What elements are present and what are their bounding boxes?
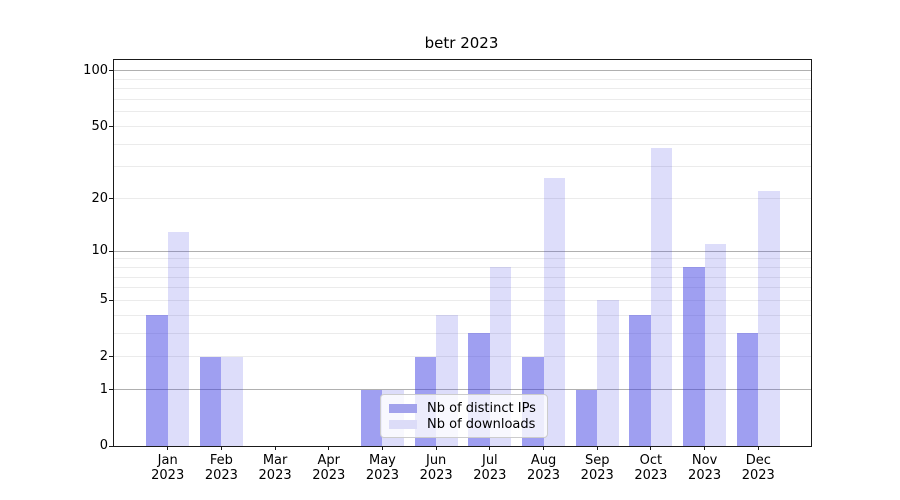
gridline-major-1	[114, 389, 811, 391]
x-axis-tick-label-aug: Aug 2023	[526, 453, 561, 483]
gridline-minor-3	[114, 332, 811, 334]
x-axis-tick-label-jun: Jun 2023	[419, 453, 453, 483]
y-axis-tick-label-5: 5	[99, 292, 108, 308]
y-tick-50	[109, 126, 113, 127]
gridline-minor-30	[114, 166, 811, 168]
y-axis-tick-label-100: 100	[83, 62, 108, 78]
y-tick-5	[109, 299, 113, 301]
gridline-major-100	[114, 70, 811, 72]
legend-label-downloads: Nb of downloads	[427, 416, 536, 432]
y-tick-0	[109, 445, 113, 447]
x-axis-tick-label-sep: Sep 2023	[580, 453, 614, 483]
bar-downloads-feb	[221, 356, 243, 446]
bar-downloads-oct	[650, 148, 673, 446]
gridline-minor-60	[114, 111, 811, 113]
x-axis-tick-label-feb: Feb 2023	[204, 453, 238, 483]
y-axis-tick-label-0: 0	[99, 438, 108, 453]
y-axis-tick-label-1: 1	[99, 381, 108, 397]
x-tick-jul	[489, 446, 491, 450]
bar-distinct-ips-feb	[199, 356, 222, 446]
bar-distinct-ips-may	[360, 389, 383, 446]
bar-distinct-ips-dec	[736, 333, 759, 446]
gridline-minor-50	[114, 126, 811, 127]
gridline-minor-7	[114, 276, 811, 278]
x-axis-tick-label-jul: Jul 2023	[473, 453, 507, 483]
gridline-minor-6	[114, 287, 811, 289]
gridline-minor-20	[114, 198, 811, 200]
x-tick-nov	[704, 446, 706, 450]
x-tick-sep	[596, 446, 598, 450]
gridline-minor-80	[114, 88, 811, 90]
bar-downloads-jan	[167, 231, 190, 446]
x-tick-jan	[167, 446, 169, 450]
x-tick-may	[381, 446, 383, 450]
x-tick-aug	[543, 446, 545, 450]
bar-downloads-aug	[543, 178, 566, 446]
y-tick-10	[109, 250, 113, 252]
legend: Nb of distinct IPs Nb of downloads	[380, 394, 548, 438]
gridline-minor-90	[114, 78, 811, 80]
gridline-minor-4	[114, 314, 811, 316]
legend-entry-downloads: Nb of downloads	[389, 416, 539, 432]
bar-distinct-ips-sep	[575, 389, 598, 446]
gridline-minor-40	[114, 143, 811, 145]
x-tick-oct	[650, 446, 652, 450]
x-axis-tick-label-nov: Nov 2023	[688, 453, 722, 483]
x-tick-jun	[435, 446, 437, 450]
gridline-minor-5	[114, 299, 811, 301]
y-tick-1	[109, 389, 113, 391]
y-axis-tick-label-50: 50	[91, 118, 108, 134]
legend-entry-distinct-ips: Nb of distinct IPs	[389, 400, 539, 416]
y-axis-tick-label-10: 10	[91, 243, 108, 259]
x-tick-mar	[274, 446, 276, 450]
y-axis-tick-label-2: 2	[99, 348, 108, 364]
plot-area: Nb of distinct IPs Nb of downloads 100 50…	[83, 59, 812, 483]
bar-downloads-dec	[758, 191, 780, 446]
y-tick-100	[109, 70, 113, 72]
bar-distinct-ips-oct	[629, 315, 651, 446]
x-axis-tick-label-mar: Mar 2023	[258, 453, 292, 483]
bar-distinct-ips-nov	[683, 267, 705, 446]
bar-downloads-sep	[597, 300, 619, 446]
gridline-minor-70	[114, 99, 811, 101]
legend-label-distinct-ips: Nb of distinct IPs	[427, 400, 536, 416]
legend-swatch-downloads	[389, 419, 417, 429]
x-tick-dec	[757, 446, 759, 450]
gridline-minor-2	[114, 356, 811, 358]
bar-distinct-ips-jan	[146, 315, 168, 446]
gridline-major-10	[114, 250, 811, 252]
gridline-minor-8	[114, 266, 811, 268]
x-tick-feb	[220, 446, 222, 450]
x-axis-tick-label-apr: Apr 2023	[312, 453, 346, 483]
chart-title: betr 2023	[424, 34, 499, 52]
y-tick-20	[109, 198, 113, 200]
x-axis-tick-label-may: May 2023	[365, 453, 399, 483]
bar-downloads-nov	[704, 244, 727, 446]
x-axis-tick-label-oct: Oct 2023	[634, 453, 668, 483]
gridline-minor-9	[114, 258, 811, 260]
x-axis-tick-label-jan: Jan 2023	[151, 453, 185, 483]
legend-swatch-distinct-ips	[389, 403, 417, 413]
y-axis-tick-label-20: 20	[91, 190, 108, 206]
y-tick-2	[109, 356, 113, 358]
x-axis-tick-label-dec: Dec 2023	[741, 453, 775, 483]
x-tick-apr	[328, 446, 330, 450]
